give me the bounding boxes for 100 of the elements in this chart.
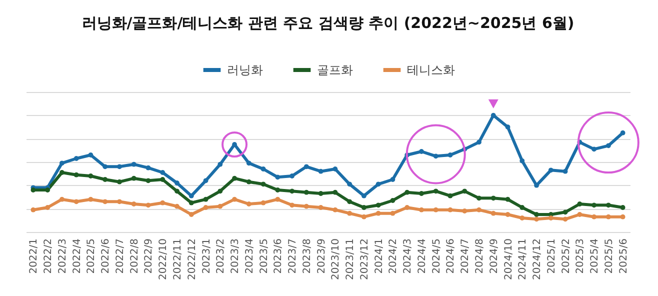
- point: [45, 205, 50, 210]
- x-tick-label: 2022/2: [43, 238, 54, 274]
- point: [592, 214, 596, 220]
- point: [88, 152, 94, 158]
- point: [74, 199, 79, 204]
- point: [304, 204, 309, 209]
- point: [131, 162, 136, 167]
- x-tick-label: 2022/4: [72, 238, 83, 274]
- point: [476, 140, 482, 145]
- x-tick-label: 2023/10: [330, 238, 342, 280]
- point: [347, 182, 352, 187]
- x-tick-label: 2022/9: [144, 238, 155, 274]
- x-tick-label: 2022/10: [158, 238, 170, 280]
- point: [462, 208, 468, 214]
- x-tick-label: 2024/12: [532, 238, 544, 280]
- point: [520, 158, 525, 164]
- point: [620, 205, 626, 210]
- point: [102, 199, 108, 204]
- point: [188, 200, 194, 206]
- x-tick-label: 2023/5: [258, 238, 270, 274]
- x-tick-label: 2024/1: [374, 238, 385, 274]
- x-tick-label: 2025/5: [604, 238, 615, 274]
- x-tick-label: 2022/12: [186, 238, 198, 280]
- x-tick-label: 2024/6: [446, 238, 457, 274]
- point: [275, 174, 280, 180]
- x-tick-label: 2023/1: [201, 238, 212, 274]
- point: [74, 172, 79, 178]
- point: [102, 164, 108, 170]
- point: [131, 202, 136, 206]
- x-tick-label: 2024/11: [518, 238, 529, 280]
- point: [376, 210, 381, 216]
- point: [562, 210, 568, 215]
- point: [390, 210, 396, 216]
- point: [592, 202, 596, 208]
- point: [160, 177, 166, 182]
- point: [606, 214, 611, 220]
- point: [332, 190, 338, 195]
- point: [60, 170, 64, 175]
- point: [146, 178, 151, 184]
- point: [232, 176, 237, 181]
- x-tick-label: 2025/1: [546, 238, 558, 274]
- point: [88, 174, 94, 178]
- point: [433, 207, 438, 212]
- x-tick-label: 2023/11: [345, 238, 356, 280]
- x-tick-label: 2023/7: [288, 238, 299, 274]
- point: [490, 210, 496, 216]
- x-tick-label: 2022/11: [172, 238, 184, 280]
- point: [534, 182, 539, 188]
- x-tick-label: 2024/3: [402, 238, 414, 274]
- x-tick-label: 2023/4: [244, 238, 256, 274]
- point: [577, 202, 582, 206]
- point: [60, 160, 64, 166]
- point: [246, 160, 252, 166]
- point: [476, 207, 482, 212]
- x-tick-label: 2022/5: [86, 238, 98, 274]
- legend-label: 테니스화: [407, 63, 455, 77]
- point: [606, 202, 611, 208]
- point: [520, 216, 525, 220]
- point: [362, 205, 366, 210]
- point: [534, 212, 539, 217]
- x-tick-label: 2023/12: [359, 238, 370, 280]
- x-tick-label: 2025/3: [575, 238, 586, 274]
- x-tick-label: 2023/9: [316, 238, 328, 274]
- point: [290, 188, 294, 194]
- point: [376, 202, 381, 208]
- point: [448, 193, 453, 198]
- point: [260, 200, 266, 206]
- point: [520, 205, 525, 210]
- point: [117, 179, 122, 184]
- point: [188, 193, 194, 198]
- point: [505, 124, 510, 130]
- point: [146, 165, 151, 170]
- point: [246, 202, 252, 206]
- point: [74, 156, 79, 161]
- point: [318, 205, 324, 210]
- point: [433, 154, 438, 159]
- point: [30, 188, 36, 192]
- x-tick-label: 2024/2: [388, 238, 400, 274]
- x-tick-label: 2022/1: [28, 238, 40, 274]
- point: [275, 188, 280, 192]
- point: [548, 216, 554, 220]
- x-tick-label: 2024/8: [474, 238, 486, 274]
- point: [606, 143, 611, 148]
- x-tick-label: 2024/5: [431, 238, 442, 274]
- point: [362, 214, 366, 220]
- point: [290, 174, 294, 178]
- point: [620, 130, 626, 136]
- point: [332, 166, 338, 172]
- point: [419, 149, 424, 154]
- x-tick-label: 2024/9: [488, 238, 500, 274]
- point: [174, 180, 180, 186]
- point: [505, 212, 510, 217]
- point: [404, 205, 410, 210]
- legend-label: 러닝화: [227, 63, 263, 77]
- x-tick-label: 2024/4: [416, 238, 428, 274]
- point: [146, 202, 151, 208]
- x-tick-label: 2025/2: [560, 238, 572, 274]
- point: [592, 146, 596, 152]
- point: [174, 188, 180, 194]
- point: [419, 207, 424, 212]
